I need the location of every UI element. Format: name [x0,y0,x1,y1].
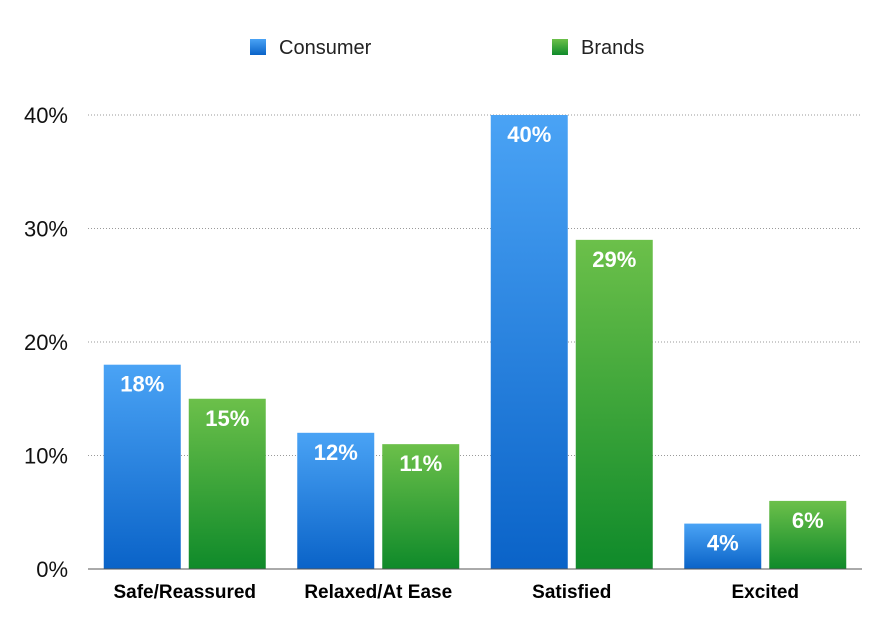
bar-brands [769,500,847,569]
bar-value-label: 4% [707,531,739,556]
bar-consumer [297,432,375,569]
legend-label-consumer: Consumer [279,37,372,59]
legend: Consumer Brands [250,37,644,59]
y-tick-label: 10% [24,444,68,469]
bar-value-label: 15% [205,406,249,431]
legend-swatch-consumer [250,39,266,55]
bar-value-labels: 18% 15% 12% 11% 40% 29% 4% 6% [120,122,823,556]
bar-consumer [103,364,181,569]
gridlines [88,114,862,456]
legend-swatch-brands [552,39,568,55]
y-axis-tick-labels: 0% 10% 20% 30% 40% [24,103,68,582]
y-tick-label: 0% [36,557,68,582]
bar-value-label: 6% [792,508,824,533]
y-tick-label: 40% [24,103,68,128]
y-tick-label: 20% [24,330,68,355]
bar-brands [575,239,653,569]
bar-brands [188,398,266,569]
bars [103,115,847,569]
bar-value-label: 11% [399,451,442,476]
bar-brands [382,444,460,569]
bar-value-label: 12% [314,440,358,465]
bar-value-label: 29% [592,247,636,272]
x-category-label: Satisfied [532,582,611,603]
bar-consumer [684,523,762,569]
x-category-label: Relaxed/At Ease [304,582,452,603]
y-tick-label: 30% [24,217,68,242]
legend-label-brands: Brands [581,37,644,59]
bar-value-label: 40% [507,122,551,147]
x-category-label: Safe/Reassured [113,582,256,603]
x-category-label: Excited [731,582,799,603]
bar-consumer [490,115,568,569]
bar-value-label: 18% [120,372,164,397]
x-axis-category-labels: Safe/Reassured Relaxed/At Ease Satisfied Ex… [113,582,799,603]
